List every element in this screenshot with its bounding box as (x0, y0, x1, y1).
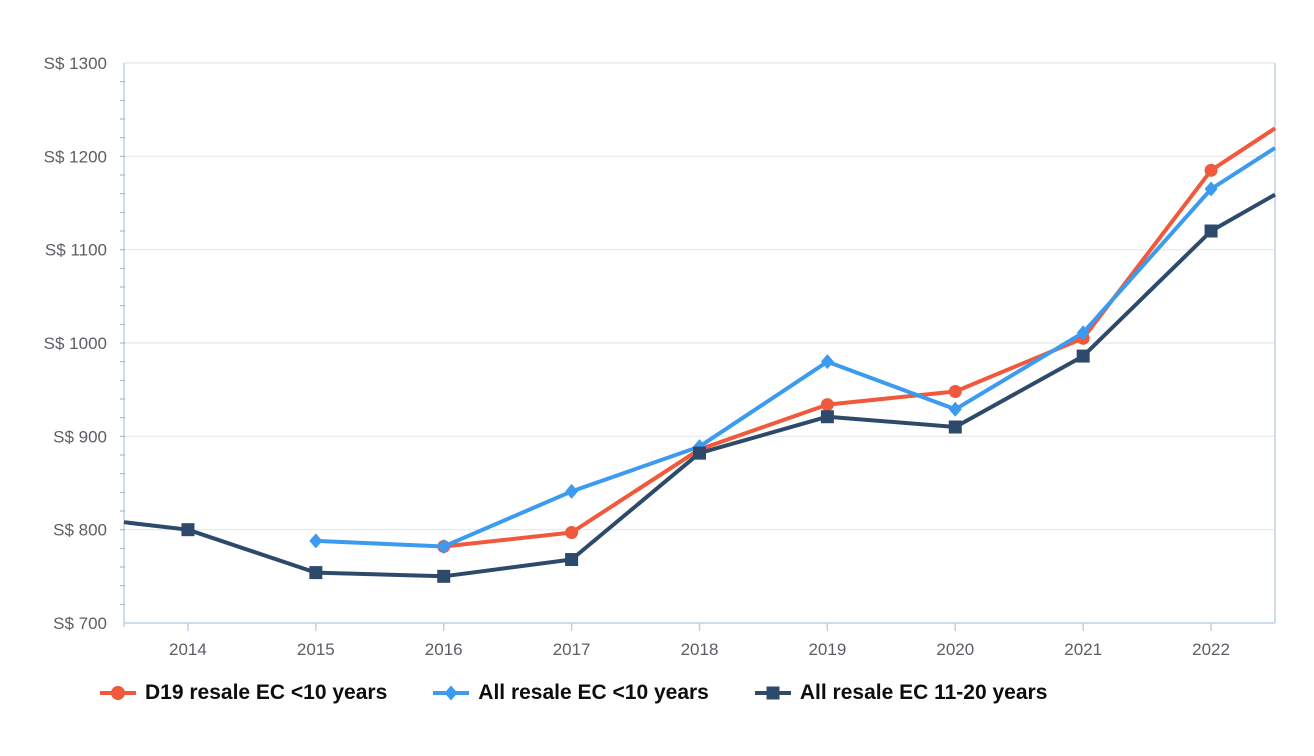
legend-square-icon (754, 686, 791, 700)
data-point-diamond (437, 538, 451, 554)
series-diamond (309, 146, 1277, 554)
y-tick-label: S$ 900 (53, 427, 107, 446)
data-point-circle (565, 525, 579, 539)
data-point-square (181, 523, 195, 537)
data-point-square (1076, 349, 1090, 363)
data-point-square (1204, 224, 1218, 238)
y-tick-label: S$ 800 (53, 521, 107, 540)
data-point-square (820, 410, 834, 424)
data-point-square (693, 446, 706, 460)
axis-lines (123, 63, 1276, 627)
y-tick-label: S$ 700 (53, 614, 107, 633)
legend-diamond-icon (433, 685, 470, 701)
x-tick-label: 2019 (808, 640, 846, 659)
x-tick-label: 2020 (936, 640, 974, 659)
data-point-circle (820, 398, 834, 412)
y-tick-label: S$ 1000 (44, 334, 107, 353)
y-tick-label: S$ 1100 (45, 241, 107, 260)
y-minor-ticks (120, 81, 125, 605)
x-tick-label: 2015 (297, 640, 335, 659)
data-point-diamond (1076, 325, 1090, 341)
data-point-square (565, 553, 579, 567)
x-axis-ticks-labels: 2014 2015 2016 2017 2018 2019 2020 2021 2022 (169, 623, 1230, 659)
legend-circle-icon (100, 686, 136, 700)
data-point-square (437, 569, 451, 583)
legend: D19 resale EC <10 years All resale EC <10… (100, 681, 1047, 705)
series-line (443, 126, 1277, 549)
data-point-circle (1204, 163, 1218, 177)
series-circle (437, 126, 1277, 553)
x-tick-label: 2016 (425, 640, 463, 659)
plot-area: 2014 2015 2016 2017 2018 2019 2020 2021 2022 S$ 7… (44, 54, 1277, 659)
legend-item-1: D19 resale EC <10 years (100, 681, 387, 705)
legend-item-2: All resale EC <10 years (433, 681, 709, 705)
series-square (123, 192, 1276, 583)
x-tick-label: 2017 (553, 640, 591, 659)
y-tick-label: S$ 1200 (44, 147, 107, 166)
series-line (315, 146, 1277, 549)
x-tick-label: 2018 (681, 640, 719, 659)
data-point-diamond (309, 533, 323, 549)
data-point-diamond (565, 483, 579, 499)
data-point-diamond (820, 354, 834, 370)
data-point-diamond (1204, 181, 1218, 197)
gridlines (124, 62, 1275, 531)
y-axis-labels: S$ 700 S$ 800 S$ 900 S$ 1000 S$ 1100 S$ 1200 S… (44, 54, 107, 633)
legend-label: All resale EC <10 years (478, 681, 709, 704)
legend-item-3: All resale EC 11-20 years (754, 681, 1048, 705)
x-tick-label: 2021 (1064, 640, 1102, 659)
data-point-square (309, 566, 323, 580)
legend-label: All resale EC 11-20 years (799, 681, 1048, 704)
x-tick-label: 2014 (169, 640, 207, 659)
x-tick-label: 2022 (1192, 640, 1230, 659)
data-point-square (948, 420, 962, 434)
legend-label: D19 resale EC <10 years (145, 681, 388, 704)
series-line (123, 192, 1276, 579)
y-tick-label: S$ 1300 (44, 54, 107, 73)
data-point-circle (948, 385, 962, 399)
data-point-diamond (948, 401, 962, 417)
